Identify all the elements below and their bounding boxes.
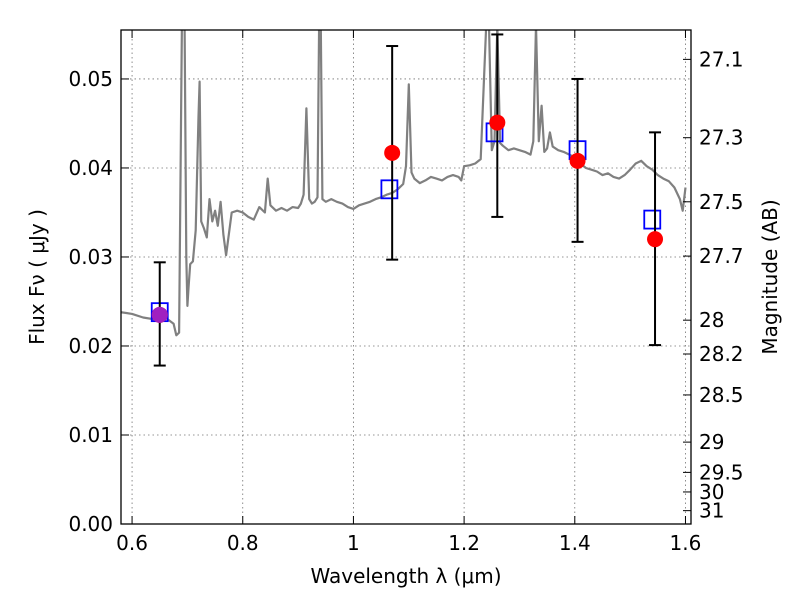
overlap-point [151, 306, 168, 323]
x-tick-label: 1.2 [448, 531, 480, 555]
y-tick-label: 0.02 [68, 334, 113, 358]
right-axis-label: Magnitude (AB) [758, 199, 782, 354]
right-tick-label: 27.7 [699, 244, 744, 268]
observed-point [647, 231, 664, 248]
plot-area [121, 30, 687, 367]
y-tick-label: 0.03 [68, 245, 113, 269]
x-tick-label: 1.4 [559, 531, 591, 555]
observed-point [569, 152, 586, 169]
plot-frame [120, 29, 692, 525]
observed-point [489, 114, 506, 131]
y-tick-label: 0.01 [68, 423, 113, 447]
model-point [643, 209, 662, 230]
x-tick-label: 1 [347, 531, 360, 555]
right-tick-label: 27.1 [699, 47, 744, 71]
right-tick-label: 28 [699, 308, 724, 332]
right-tick-label: 29 [699, 430, 724, 454]
right-axis-label-text: Magnitude (AB) [758, 199, 782, 354]
axis-ticks: 0.6 0.8 1 1.2 1.4 1.6 0.00 0.01 0.02 0.03 0.04 0.05… [68, 30, 744, 555]
right-tick-label: 30 [699, 480, 724, 504]
right-tick-label: 27.3 [699, 126, 744, 150]
right-tick-label: 31 [699, 499, 724, 523]
x-axis-label-text: Wavelength λ (μm) [310, 564, 501, 588]
model-point [380, 179, 399, 200]
y-tick-label: 0.00 [68, 512, 113, 536]
y-tick-label: 0.05 [68, 67, 113, 91]
right-tick-label: 27.5 [699, 190, 744, 214]
x-axis-label: Wavelength λ (μm) [310, 564, 501, 588]
y-axis-label: Flux Fν ( μJy ) [25, 209, 49, 345]
x-tick-label: 0.6 [116, 531, 148, 555]
y-tick-label: 0.04 [68, 156, 113, 180]
right-tick-label: 28.5 [699, 383, 744, 407]
x-tick-label: 0.8 [227, 531, 259, 555]
y-axis-label-text: Flux Fν ( μJy ) [25, 209, 49, 345]
x-tick-label: 1.6 [670, 531, 702, 555]
right-tick-label: 28.2 [699, 342, 744, 366]
right-tick-label: 29.5 [699, 460, 744, 484]
observed-point [384, 144, 401, 161]
